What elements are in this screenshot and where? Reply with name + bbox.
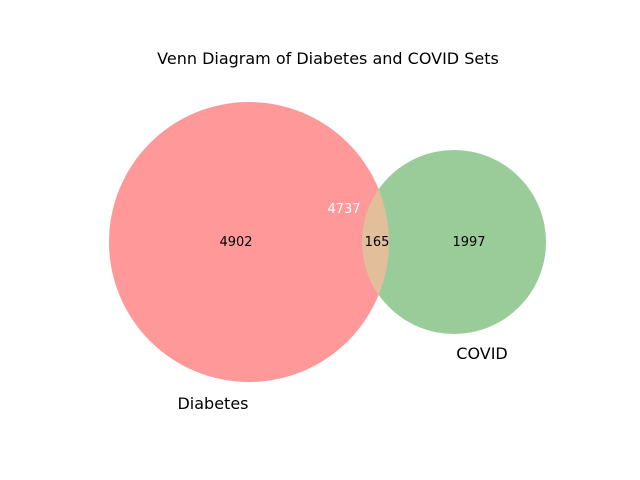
diabetes-only-count: 4902 [219, 235, 252, 250]
diabetes-set-label: Diabetes [177, 394, 248, 413]
overlay-count-label: 4737 [327, 202, 360, 217]
covid-set-circle [362, 150, 546, 334]
diabetes-set-circle [109, 102, 389, 382]
diagram-title: Venn Diagram of Diabetes and COVID Sets [157, 49, 499, 68]
intersection-count: 165 [365, 235, 390, 250]
covid-only-count: 1997 [452, 235, 485, 250]
covid-set-label: COVID [456, 344, 507, 363]
